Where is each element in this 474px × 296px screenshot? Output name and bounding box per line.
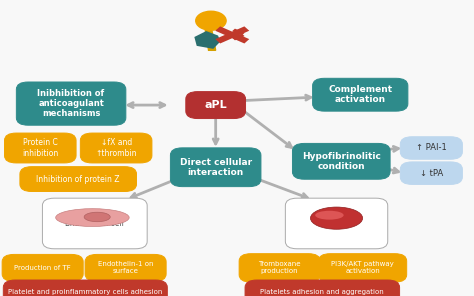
- FancyBboxPatch shape: [5, 133, 76, 163]
- Text: ↓ tPA: ↓ tPA: [419, 169, 443, 178]
- FancyBboxPatch shape: [85, 254, 166, 281]
- FancyBboxPatch shape: [239, 254, 320, 282]
- FancyBboxPatch shape: [313, 78, 408, 111]
- Ellipse shape: [315, 211, 344, 220]
- FancyBboxPatch shape: [400, 162, 462, 184]
- FancyBboxPatch shape: [292, 143, 390, 179]
- FancyBboxPatch shape: [20, 167, 137, 192]
- Text: Endothelin-1 on
surface: Endothelin-1 on surface: [98, 261, 154, 274]
- Text: Protein C
inhibition: Protein C inhibition: [22, 138, 58, 158]
- Text: Direct cellular
interaction: Direct cellular interaction: [180, 157, 252, 177]
- FancyBboxPatch shape: [2, 254, 83, 281]
- Text: aPL: aPL: [204, 100, 227, 110]
- Ellipse shape: [310, 207, 363, 229]
- FancyBboxPatch shape: [171, 148, 261, 187]
- Polygon shape: [205, 30, 212, 50]
- Polygon shape: [215, 26, 249, 44]
- Text: Endothelial cell: Endothelial cell: [65, 219, 124, 228]
- Text: Hypofibrinolitic
condition: Hypofibrinolitic condition: [302, 152, 381, 171]
- Polygon shape: [194, 31, 220, 49]
- Ellipse shape: [84, 212, 110, 222]
- FancyBboxPatch shape: [43, 198, 147, 249]
- Text: PI3K/AKT pathway
activation: PI3K/AKT pathway activation: [331, 261, 394, 274]
- FancyBboxPatch shape: [245, 280, 400, 296]
- Polygon shape: [232, 29, 245, 35]
- Text: ↑ PAI-1: ↑ PAI-1: [416, 144, 447, 152]
- Circle shape: [196, 11, 226, 30]
- Polygon shape: [215, 26, 249, 44]
- FancyBboxPatch shape: [186, 92, 246, 118]
- FancyBboxPatch shape: [16, 82, 126, 125]
- Text: ↓fX and
↑thrombin: ↓fX and ↑thrombin: [95, 138, 137, 158]
- Text: Platelet: Platelet: [322, 219, 351, 228]
- FancyBboxPatch shape: [319, 254, 407, 282]
- Text: Inhibition of protein Z: Inhibition of protein Z: [36, 175, 120, 184]
- Text: Platelet and proinflammatory cells adhesion: Platelet and proinflammatory cells adhes…: [8, 289, 163, 295]
- Text: Platelets adhesion and aggregation: Platelets adhesion and aggregation: [260, 289, 384, 295]
- Text: Complement
activation: Complement activation: [328, 85, 392, 104]
- Text: Tromboxane
production: Tromboxane production: [258, 261, 301, 274]
- FancyBboxPatch shape: [285, 198, 388, 249]
- FancyBboxPatch shape: [400, 137, 462, 159]
- Text: Production of TF: Production of TF: [14, 265, 71, 271]
- Text: Inibhibition of
anticoagulant
mechanisms: Inibhibition of anticoagulant mechanisms: [37, 89, 105, 118]
- FancyBboxPatch shape: [80, 133, 152, 163]
- Ellipse shape: [55, 209, 129, 226]
- FancyBboxPatch shape: [3, 280, 167, 296]
- Polygon shape: [232, 34, 245, 40]
- Polygon shape: [209, 30, 216, 50]
